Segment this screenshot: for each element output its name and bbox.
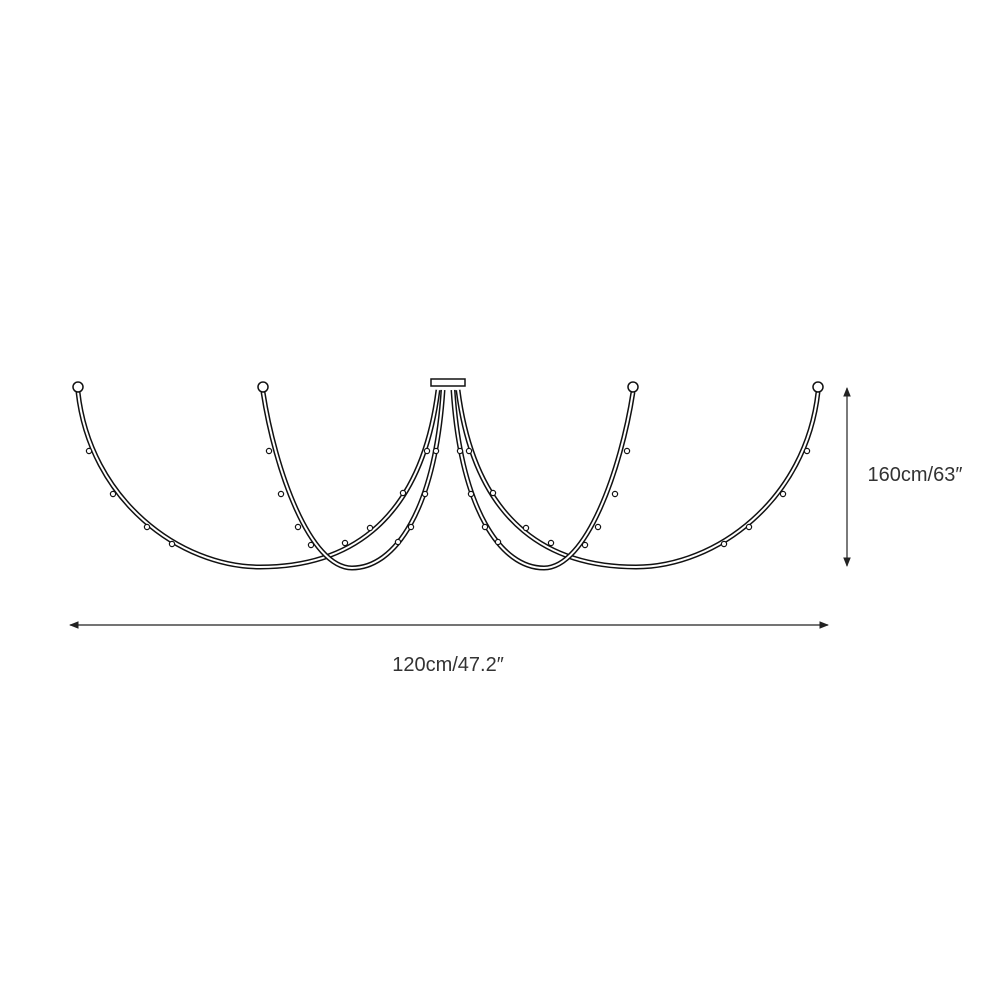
width-label: 120cm/47.2″ bbox=[392, 654, 504, 676]
height-label: 160cm/63″ bbox=[868, 464, 963, 486]
chandelier bbox=[73, 378, 823, 568]
